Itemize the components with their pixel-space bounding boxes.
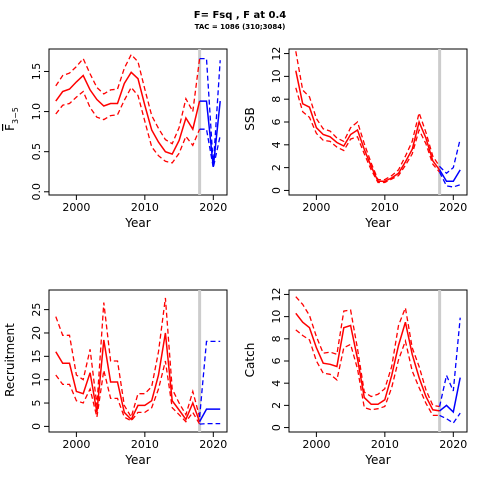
catch-projection-median-line — [439, 377, 461, 414]
rec-projection-lower-line — [199, 422, 221, 425]
ssb-x-tick-label: 2020 — [439, 201, 467, 214]
ssb-projection-median-line — [438, 169, 461, 183]
ssb-history-upper-line — [295, 51, 441, 181]
f-projection-upper-line — [199, 57, 221, 166]
catch-x-tick-label: 2000 — [302, 438, 330, 451]
catch-y-axis-label-main: Catch — [243, 343, 257, 378]
ssb-x-axis-label: Year — [364, 216, 390, 230]
f-y-axis-label: F3−5 — [3, 107, 20, 131]
f-x-tick-label: 2000 — [62, 201, 90, 214]
ssb-y-tick-label: 10 — [270, 69, 283, 83]
f-y-tick-label: 1.5 — [30, 63, 43, 81]
ssb-y-tick-label: 6 — [270, 119, 283, 126]
catch-y-tick-label: 2 — [270, 402, 283, 409]
rec-y-tick-label: 25 — [30, 303, 43, 317]
catch-projection-lower-line — [439, 412, 461, 424]
rec-history-median-line — [55, 332, 201, 422]
f-y-axis-label-main: F — [3, 124, 17, 131]
panel-ssb: 2000 2010 2020 0 2 4 6 8 10 12 Year SSB — [243, 47, 468, 230]
rec-y-tick-label: 10 — [30, 373, 43, 387]
ssb-y-tick-label: 12 — [270, 47, 283, 61]
panel-rec: 2000 2010 2020 0 5 10 15 20 25 Year Recruitment — [3, 289, 228, 467]
f-x-tick-label: 2010 — [131, 201, 159, 214]
rec-history-lower-line — [55, 360, 201, 425]
panel-f: 2000 2010 2020 0.0 0.5 1.0 1.5 Year F3−5 — [3, 48, 228, 230]
f-y-tick-label: 1.0 — [30, 103, 43, 121]
f-y-tick-label: 0.0 — [30, 183, 43, 201]
rec-history-upper-line — [55, 297, 201, 419]
rec-y-tick-label: 20 — [30, 326, 43, 340]
catch-history-median-line — [295, 312, 440, 412]
f-y-axis-label-subscript: 3−5 — [11, 107, 20, 124]
f-projection-lower-line — [199, 128, 221, 168]
catch-y-tick-label: 0 — [270, 424, 283, 431]
ssb-y-tick-label: 4 — [270, 141, 283, 148]
f-history-median-line — [55, 71, 201, 156]
f-history-lower-line — [55, 86, 201, 164]
rec-plot-frame — [48, 289, 228, 433]
rec-projection-median-line — [198, 408, 221, 423]
ssb-y-axis-label-main: SSB — [243, 107, 257, 130]
ssb-y-tick-label: 2 — [270, 164, 283, 171]
f-projection-median-line — [199, 100, 221, 167]
ssb-projection-upper-line — [439, 138, 461, 175]
catch-y-tick-label: 4 — [270, 380, 283, 387]
figure-title: F= Fsq , F at 0.4 — [193, 10, 287, 21]
panel-catch: 2000 2010 2020 0 2 4 6 8 10 12 Year Catch — [243, 287, 468, 467]
catch-projection-upper-line — [438, 317, 461, 407]
catch-history-lower-line — [295, 329, 440, 417]
catch-y-tick-label: 6 — [270, 358, 283, 365]
ssb-y-tick-label: 0 — [270, 187, 283, 194]
rec-y-tick-label: 0 — [30, 423, 43, 430]
catch-y-tick-label: 12 — [270, 287, 283, 301]
f-x-tick-label: 2020 — [199, 201, 227, 214]
rec-x-tick-label: 2010 — [131, 438, 159, 451]
ssb-history-lower-line — [295, 87, 441, 184]
rec-x-tick-label: 2020 — [199, 438, 227, 451]
catch-history-upper-line — [295, 296, 440, 408]
ssb-y-tick-label: 8 — [270, 96, 283, 103]
rec-x-tick-label: 2000 — [62, 438, 90, 451]
rec-y-tick-label: 15 — [30, 349, 43, 363]
catch-x-tick-label: 2020 — [439, 438, 467, 451]
rec-y-axis-label: Recruitment — [3, 323, 17, 397]
f-x-axis-label: Year — [124, 216, 150, 230]
catch-x-axis-label: Year — [364, 453, 390, 467]
figure-subtitle: TAC = 1086 (310;3084) — [194, 23, 286, 31]
f-y-tick-label: 0.5 — [30, 143, 43, 161]
ssb-y-axis-label: SSB — [243, 107, 257, 130]
catch-y-axis-label: Catch — [243, 343, 257, 378]
f-history-upper-line — [55, 53, 201, 145]
ssb-history-median-line — [295, 70, 441, 183]
ssb-projection-lower-line — [439, 171, 461, 188]
catch-y-tick-label: 10 — [270, 310, 283, 324]
f-plot-frame — [48, 48, 228, 196]
catch-y-tick-label: 8 — [270, 335, 283, 342]
rec-y-tick-label: 5 — [30, 400, 43, 407]
rec-x-axis-label: Year — [124, 453, 150, 467]
ssb-x-tick-label: 2010 — [371, 201, 399, 214]
rec-y-axis-label-main: Recruitment — [3, 323, 17, 397]
catch-x-tick-label: 2010 — [371, 438, 399, 451]
rec-projection-upper-line — [198, 340, 221, 418]
figure-header: F= Fsq , F at 0.4 TAC = 1086 (310;3084) — [0, 0, 480, 40]
ssb-x-tick-label: 2000 — [302, 201, 330, 214]
